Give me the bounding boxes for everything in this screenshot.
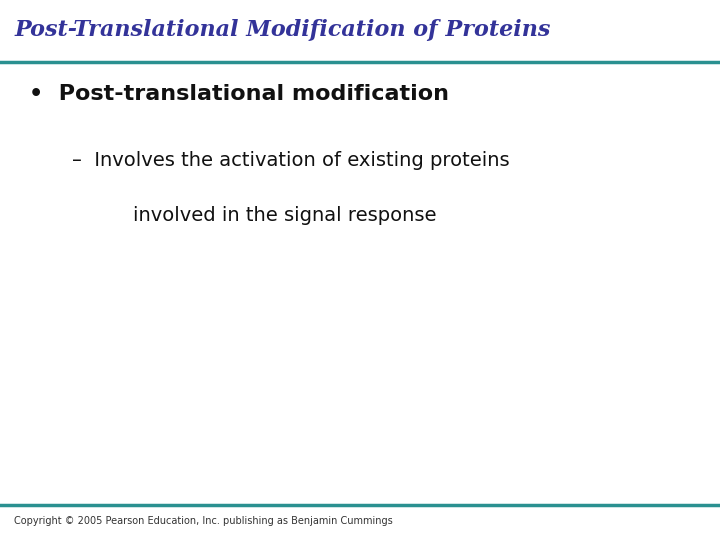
- Text: –  Involves the activation of existing proteins: – Involves the activation of existing pr…: [72, 151, 510, 170]
- Text: •  Post-translational modification: • Post-translational modification: [29, 84, 449, 104]
- Text: involved in the signal response: involved in the signal response: [133, 206, 437, 225]
- Text: Post-Translational Modification of Proteins: Post-Translational Modification of Prote…: [14, 19, 551, 41]
- Text: Copyright © 2005 Pearson Education, Inc. publishing as Benjamin Cummings: Copyright © 2005 Pearson Education, Inc.…: [14, 516, 393, 526]
